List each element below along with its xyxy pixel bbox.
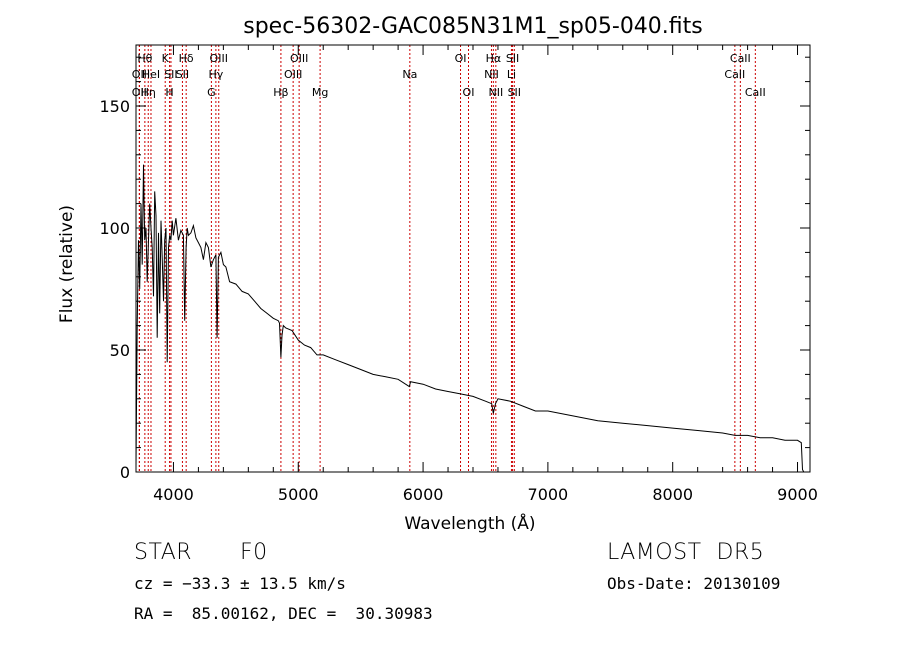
line-label-11: Hγ	[208, 68, 223, 81]
line-label-22: NII	[488, 86, 503, 99]
object-class: STAR	[134, 540, 193, 565]
line-label-23: SII	[506, 52, 519, 65]
line-label-7: H	[165, 86, 173, 99]
y-tick-label: 50	[110, 341, 130, 360]
object-subclass: F0	[240, 540, 268, 565]
line-label-21: NII	[484, 68, 499, 81]
line-label-15: OIII	[284, 68, 302, 81]
line-label-4: HeI	[142, 68, 160, 81]
y-axis: 0 50 100 150	[99, 56, 810, 482]
line-label-16: Mg	[312, 86, 328, 99]
x-tick-label: 4000	[153, 485, 194, 504]
x-axis-label: Wavelength (Å)	[404, 512, 535, 534]
line-label-3: Hη	[141, 86, 156, 99]
line-label-2: Hθ	[137, 52, 152, 65]
x-tick-label: 6000	[403, 485, 444, 504]
y-tick-label: 0	[120, 463, 130, 482]
line-label-25: SII	[508, 86, 521, 99]
obs-date: Obs-Date: 20130109	[607, 574, 781, 593]
line-label-17: Na	[402, 68, 417, 81]
spectral-line-markers	[138, 45, 756, 472]
redshift-text: cz = −33.3 ± 13.5 km/s	[134, 574, 346, 593]
y-tick-label: 150	[99, 97, 130, 116]
survey-name: LAMOST DR5	[607, 540, 765, 565]
line-label-27: CaII	[724, 68, 745, 81]
line-label-13: Hβ	[273, 86, 288, 99]
line-label-20: Hα	[486, 52, 502, 65]
line-label-14: OIII	[290, 52, 308, 65]
spectrum-line	[135, 164, 805, 473]
x-tick-label: 7000	[528, 485, 569, 504]
line-label-28: CaII	[745, 86, 766, 99]
chart-title: spec-56302-GAC085N31M1_sp05-040.fits	[243, 14, 703, 39]
plot-frame	[135, 44, 811, 473]
x-tick-label: 8000	[652, 485, 693, 504]
coordinates: RA = 85.00162, DEC = 30.30983	[134, 604, 433, 623]
line-label-19: OI	[463, 86, 475, 99]
line-label-24: Li	[507, 68, 516, 81]
line-label-6: SII	[164, 68, 177, 81]
line-label-18: OI	[455, 52, 467, 65]
line-label-9: SII	[176, 68, 189, 81]
y-axis-label: Flux (relative)	[57, 205, 77, 323]
line-label-10: OIII	[210, 52, 228, 65]
line-label-5: K	[162, 52, 170, 65]
line-label-26: CaII	[730, 52, 751, 65]
y-tick-label: 100	[99, 219, 130, 238]
x-axis: 4000 5000 6000 7000 8000 9000	[153, 45, 818, 504]
line-label-8: Hδ	[179, 52, 194, 65]
line-label-12: G	[207, 86, 216, 99]
x-tick-label: 9000	[777, 485, 818, 504]
x-tick-label: 5000	[278, 485, 319, 504]
